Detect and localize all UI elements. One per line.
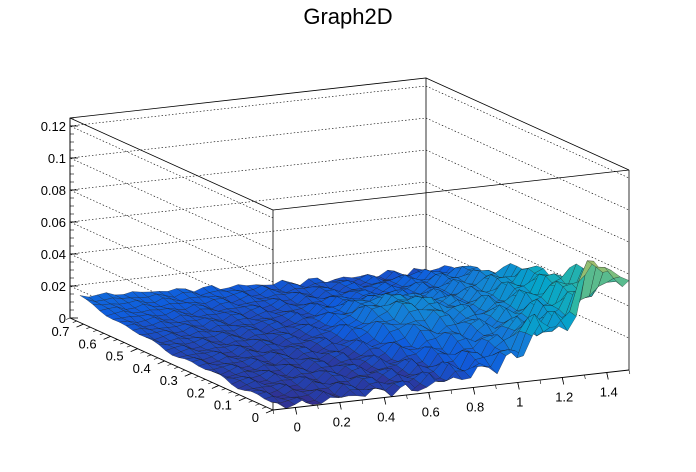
- y-minor-tick: [167, 363, 172, 366]
- y-minor-tick: [72, 320, 77, 323]
- y-minor-tick: [207, 382, 213, 385]
- x-minor-tick: [517, 382, 519, 387]
- x-minor-tick: [628, 369, 631, 375]
- y-tick-label: 0.5: [106, 349, 124, 364]
- y-tick-label: 0: [252, 410, 259, 425]
- x-tick-label: 1.2: [555, 390, 573, 405]
- y-minor-tick: [262, 406, 267, 409]
- y-tick-label: 0.7: [51, 324, 69, 339]
- x-minor-tick: [428, 392, 430, 397]
- surface-mesh: [79, 260, 630, 409]
- z-tick-label: 0.12: [41, 119, 66, 134]
- y-minor-tick: [113, 339, 118, 342]
- x-minor-tick: [606, 372, 608, 377]
- y-minor-tick: [180, 369, 186, 372]
- x-minor-tick: [294, 407, 297, 412]
- y-minor-tick: [79, 323, 84, 326]
- y-minor-tick: [65, 317, 71, 320]
- y-minor-tick: [160, 360, 165, 363]
- x-tick-label: 0.6: [422, 405, 440, 420]
- x-minor-tick: [406, 394, 408, 400]
- y-minor-tick: [92, 329, 98, 333]
- x-minor-tick: [272, 409, 275, 415]
- y-minor-tick: [194, 375, 199, 379]
- y-minor-tick: [140, 351, 145, 354]
- y-tick-label: 0.3: [160, 373, 178, 388]
- y-minor-tick: [228, 391, 233, 394]
- z-grid-line: [68, 117, 630, 251]
- y-minor-tick: [133, 348, 138, 351]
- y-minor-tick: [120, 342, 125, 345]
- y-minor-tick: [153, 357, 159, 360]
- x-tick-label: 0.2: [333, 415, 351, 430]
- chart-title: Graph2D: [303, 4, 393, 29]
- x-minor-tick: [383, 397, 386, 402]
- z-tick-label: 0.04: [41, 247, 66, 262]
- x-minor-tick: [361, 399, 364, 405]
- y-minor-tick: [86, 326, 91, 329]
- y-minor-tick: [174, 366, 179, 369]
- y-minor-tick: [201, 379, 206, 382]
- x-minor-tick: [495, 384, 497, 390]
- x-minor-tick: [539, 379, 542, 385]
- x-tick-label: 0: [294, 420, 301, 435]
- y-tick-label: 0.1: [214, 398, 232, 413]
- z-tick-label: 0.08: [41, 183, 66, 198]
- axes: [65, 117, 631, 415]
- surface-cell: [613, 276, 630, 288]
- y-minor-tick: [147, 354, 152, 357]
- z-tick-label: 0.02: [41, 279, 66, 294]
- z-tick-label: 0.06: [41, 215, 66, 230]
- z-tick-label: 0: [59, 311, 66, 326]
- y-tick-label: 0.2: [187, 385, 205, 400]
- x-minor-tick: [584, 374, 586, 380]
- x-minor-tick: [472, 387, 475, 392]
- tick-labels: 0 0.2 0.4 0.6 0.8 1 1.2 1.4 0 0.1 0.2 0.3 0.4 0.5 0.6 0…: [41, 119, 618, 435]
- x-minor-tick: [339, 402, 341, 407]
- x-minor-tick: [450, 389, 453, 395]
- x-tick-label: 0.4: [377, 410, 395, 425]
- y-minor-tick: [268, 409, 274, 412]
- y-minor-tick: [221, 388, 226, 391]
- right-top-edge: [425, 77, 630, 171]
- z-grid-line: [68, 85, 630, 219]
- front-top-edge: [272, 169, 630, 211]
- y-tick-label: 0.6: [79, 336, 97, 351]
- y-minor-tick: [214, 385, 219, 388]
- x-tick-label: 1: [516, 395, 523, 410]
- y-minor-tick: [241, 397, 247, 400]
- y-minor-tick: [187, 372, 192, 375]
- x-tick-label: 1.4: [600, 385, 618, 400]
- y-minor-tick: [248, 400, 253, 403]
- y-minor-tick: [126, 345, 132, 348]
- x-minor-tick: [561, 377, 564, 382]
- z-tick-label: 0.1: [48, 151, 66, 166]
- y-minor-tick: [106, 336, 111, 339]
- y-minor-tick: [255, 403, 260, 406]
- y-minor-tick: [235, 394, 240, 397]
- x-minor-tick: [317, 404, 319, 410]
- x-tick-label: 0.8: [466, 400, 484, 415]
- y-minor-tick: [99, 333, 104, 336]
- y-tick-label: 0.4: [133, 361, 151, 376]
- z-grid-line: [68, 149, 630, 283]
